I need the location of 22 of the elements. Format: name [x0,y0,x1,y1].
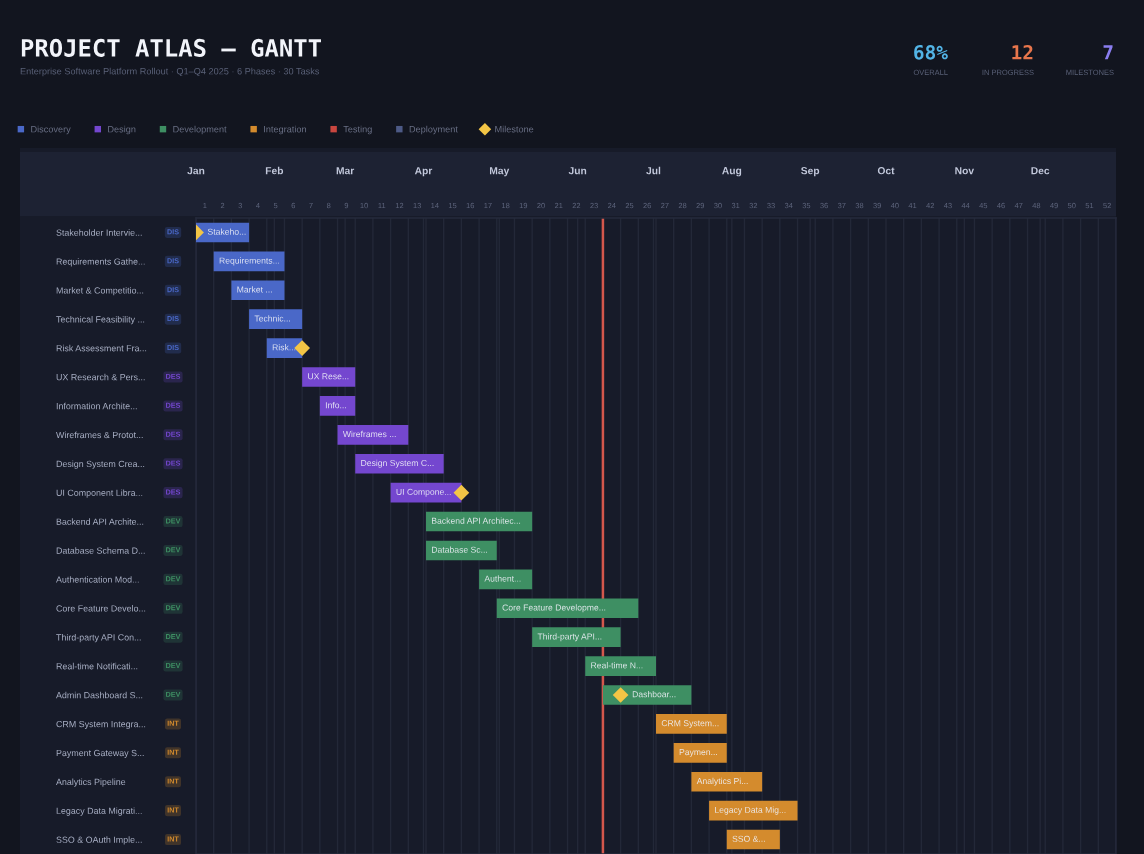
chart-title: PROJECT ATLAS — GANTT [21,38,321,57]
bar [496,598,639,619]
bar [355,453,444,474]
bar [337,424,409,445]
point [612,687,629,703]
bar [532,627,621,648]
bar [726,829,780,850]
text: 68% [914,44,948,60]
bar [319,396,356,416]
text: 12 [1012,44,1033,60]
bar [231,280,285,301]
bar [479,569,533,590]
bar [673,742,727,763]
bar [302,367,356,387]
bar [656,714,727,734]
bar [249,309,303,330]
bar [602,685,692,705]
bar [691,771,763,792]
bar [585,656,656,676]
text: 7 [1103,45,1113,60]
point [294,340,311,356]
point [453,484,470,501]
